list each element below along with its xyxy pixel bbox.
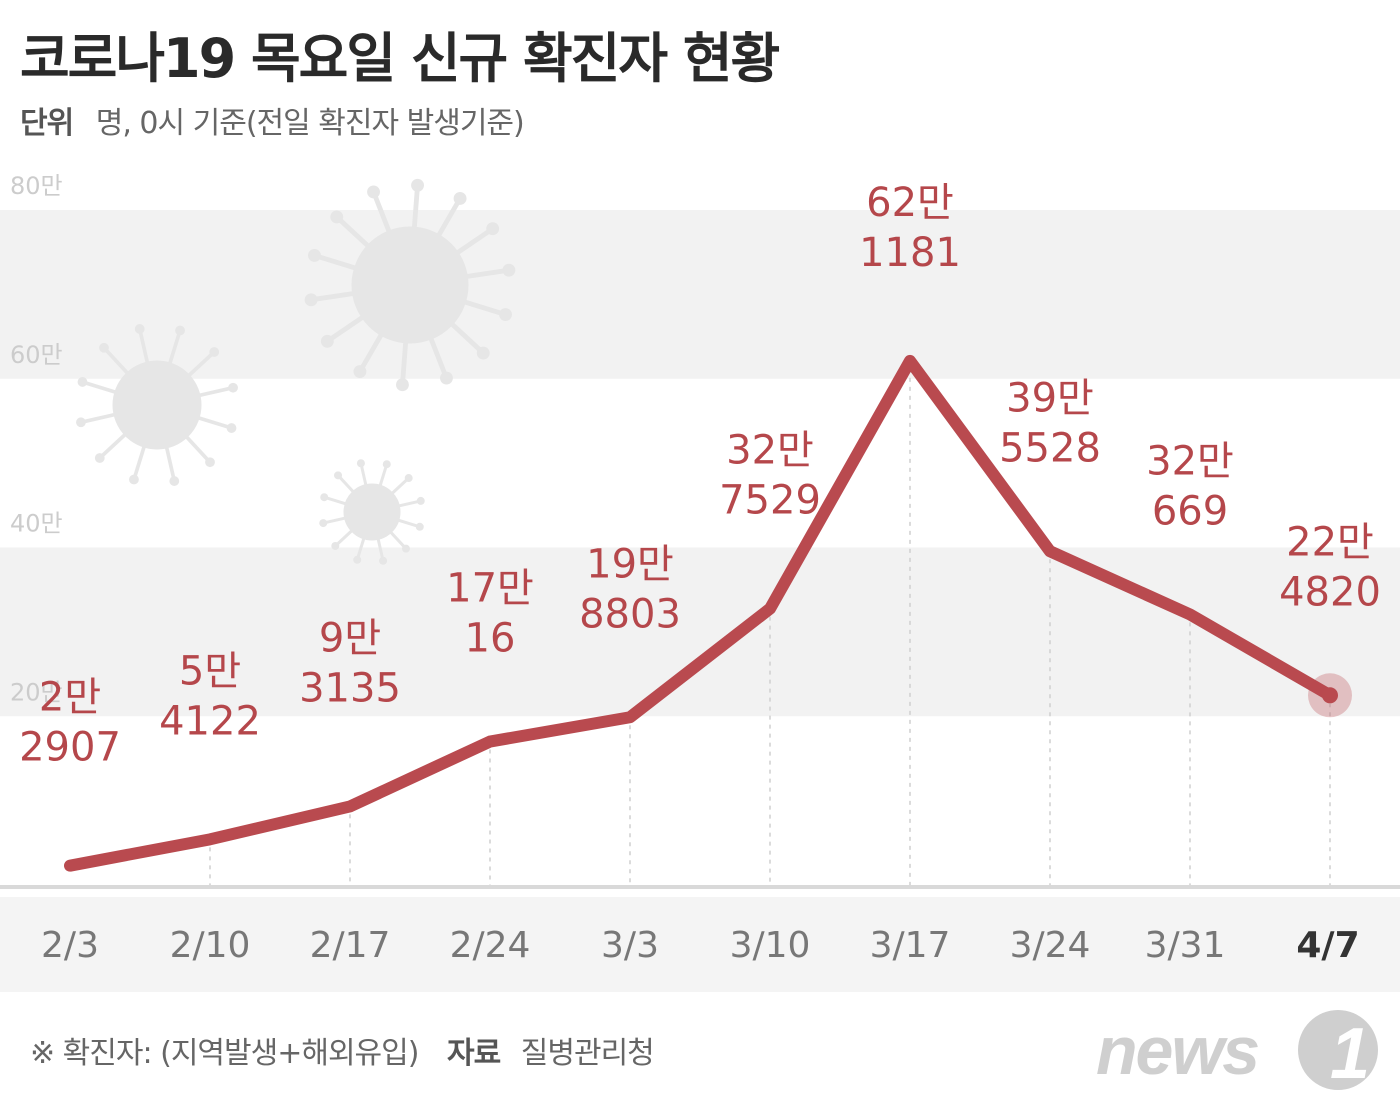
- data-label-rest: 16: [465, 616, 516, 662]
- x-axis-ticks: 2/3 2/10 2/17 2/24 3/3 3/10 3/17 3/24 3/31 4/7: [41, 925, 1360, 966]
- data-label-rest: 3135: [299, 665, 401, 711]
- y-tick-label: 40만: [10, 510, 63, 538]
- y-axis-ticks: 20만 40만 60만 80만: [10, 172, 63, 706]
- data-label-man: 17만: [446, 566, 534, 612]
- data-label-rest: 8803: [579, 591, 681, 637]
- unit-key: 단위: [20, 106, 74, 141]
- x-axis-band-rect: [0, 897, 1400, 992]
- data-label-man: 39만: [1006, 375, 1094, 421]
- data-label-rest: 669: [1152, 488, 1228, 534]
- data-label-rest: 4122: [159, 698, 261, 744]
- svg-text:1: 1: [1330, 1014, 1370, 1094]
- data-label-rest: 2907: [19, 725, 121, 771]
- series-line-group: [64, 354, 1352, 872]
- data-point-last: [1322, 687, 1338, 704]
- data-label-rest: 4820: [1279, 569, 1381, 615]
- source-key: 자료: [447, 1036, 501, 1071]
- data-label-man: 2만: [39, 675, 101, 721]
- grid-band: [0, 547, 1400, 717]
- data-label-man: 19만: [586, 541, 674, 587]
- virus-icon: [304, 178, 516, 392]
- virus-icon: [76, 324, 238, 486]
- data-label-rest: 1181: [859, 230, 961, 276]
- x-tick-label: 3/3: [601, 925, 659, 966]
- x-tick-label: 3/31: [1145, 925, 1226, 966]
- grid-band: [0, 210, 1400, 379]
- data-label-man: 32만: [1146, 438, 1234, 484]
- x-tick-label: 3/24: [1010, 925, 1091, 966]
- data-label-man: 32만: [726, 428, 814, 474]
- source-name: 질병관리청: [520, 1036, 655, 1071]
- data-label-man: 62만: [866, 180, 954, 226]
- grid-bands: [0, 210, 1400, 717]
- y-tick-label: 80만: [10, 172, 63, 200]
- data-label-man: 22만: [1286, 519, 1374, 565]
- x-axis-band: [0, 885, 1400, 992]
- x-tick-label: 4/7: [1296, 925, 1359, 966]
- news1-logo: news 1: [1096, 1010, 1378, 1094]
- footnote: ※ 확진자: (지역발생+해외유입): [30, 1036, 419, 1071]
- x-tick-label: 3/10: [730, 925, 811, 966]
- x-tick-label: 3/17: [870, 925, 951, 966]
- x-tick-label: 2/3: [41, 925, 99, 966]
- y-tick-label: 60만: [10, 341, 63, 369]
- unit-text: 명, 0시 기준(전일 확진자 발생기준): [95, 106, 525, 141]
- x-tick-label: 2/24: [450, 925, 531, 966]
- data-label-rest: 5528: [999, 425, 1101, 471]
- virus-icon: [319, 459, 425, 565]
- series-line: [64, 354, 1336, 872]
- svg-text:news: news: [1096, 1013, 1258, 1089]
- footer-note: ※ 확진자: (지역발생+해외유입) 자료 질병관리청: [30, 1028, 655, 1072]
- x-guide-lines: [209, 368, 1331, 885]
- chart-subtitle: 단위 명, 0시 기준(전일 확진자 발생기준): [20, 98, 525, 142]
- virus-decoration: [76, 178, 516, 565]
- chart-title: 코로나19 목요일 신규 확진자 현황: [20, 27, 780, 90]
- data-label-rest: 7529: [719, 478, 821, 524]
- data-label-man: 5만: [179, 648, 241, 694]
- x-tick-label: 2/17: [310, 925, 391, 966]
- data-labels: 2만29075만41229만313517만1619만880332만752962만…: [19, 180, 1381, 771]
- baseline: [0, 885, 1400, 889]
- data-label-man: 9만: [319, 615, 381, 661]
- x-tick-label: 2/10: [170, 925, 251, 966]
- y-tick-label: 20만: [10, 678, 63, 706]
